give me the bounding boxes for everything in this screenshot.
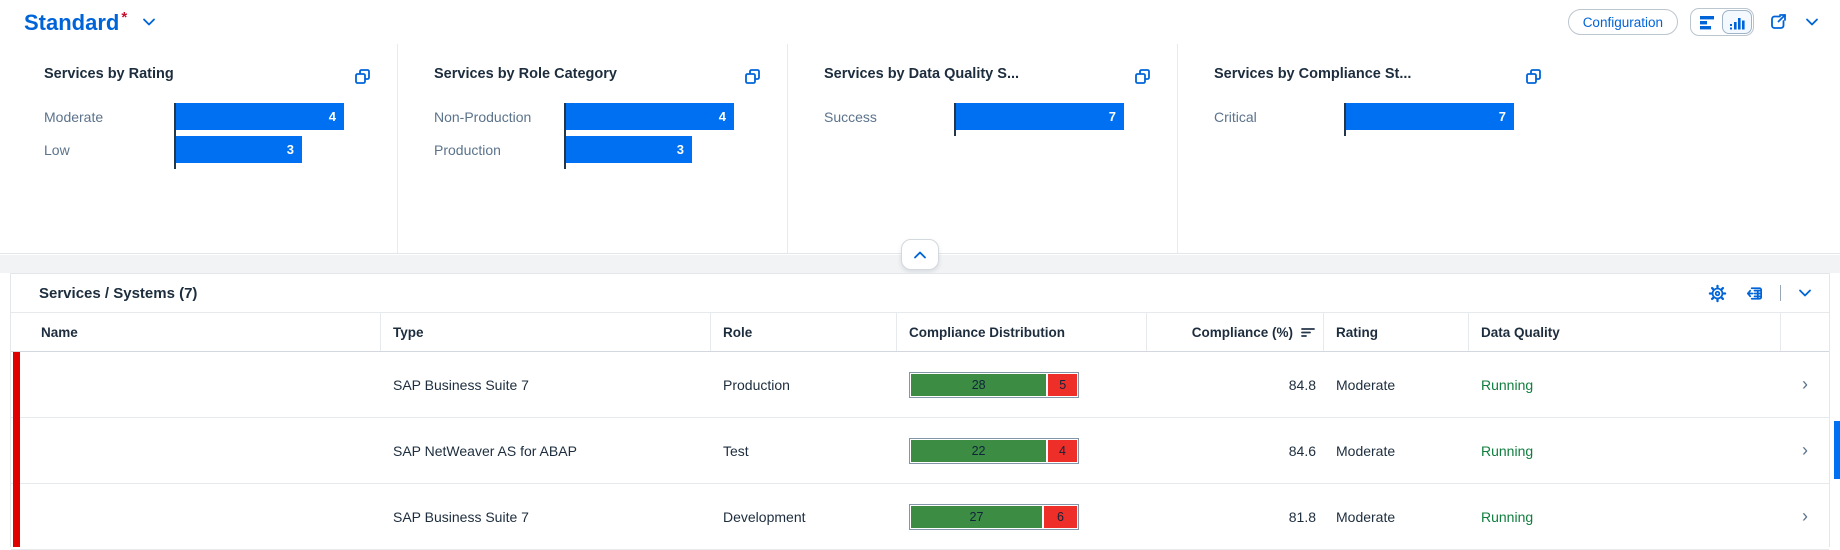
horizontal-bar-chart-icon[interactable] xyxy=(1692,10,1722,34)
chart-services-by-role-category: Services by Role Category Non-Production… xyxy=(398,44,788,253)
bar-axis: 4 3 xyxy=(174,103,344,169)
services-systems-table: Services / Systems (7) Name Type Role Co… xyxy=(10,273,1830,547)
chart-strip: Services by Rating Moderate Low 4 3 Serv… xyxy=(0,44,1840,254)
cell-rating: Moderate xyxy=(1324,443,1469,459)
bar-value: 4 xyxy=(719,109,726,124)
compliance-distribution-bar: 22 4 xyxy=(909,438,1079,464)
header-menu-chevron-icon[interactable] xyxy=(1802,12,1822,32)
open-in-new-window-icon[interactable] xyxy=(352,66,373,87)
sort-lines-icon xyxy=(1301,325,1315,339)
bar-value: 3 xyxy=(677,142,684,157)
variant-selector-chevron-icon[interactable] xyxy=(139,12,159,32)
cell-type: SAP Business Suite 7 xyxy=(381,509,711,525)
bar-label: Moderate xyxy=(44,103,174,130)
configuration-button[interactable]: Configuration xyxy=(1568,9,1678,35)
chart-services-by-compliance: Services by Compliance St... Critical 7 xyxy=(1178,44,1568,253)
table-toolbar: Services / Systems (7) xyxy=(11,274,1829,313)
cell-rating: Moderate xyxy=(1324,377,1469,393)
chart-title: Services by Rating xyxy=(44,66,174,82)
cell-type: SAP NetWeaver AS for ABAP xyxy=(381,443,711,459)
bar-label: Non-Production xyxy=(434,103,564,130)
vertical-scrollbar-thumb[interactable] xyxy=(1834,421,1840,479)
chart-title: Services by Data Quality S... xyxy=(824,66,1019,82)
chart-services-by-rating: Services by Rating Moderate Low 4 3 xyxy=(8,44,398,253)
column-header-name[interactable]: Name xyxy=(11,313,381,351)
cell-data-quality: Running xyxy=(1469,377,1781,393)
table-row[interactable]: SAP Business Suite 7 Production 28 5 84.… xyxy=(11,352,1829,418)
open-in-new-window-icon[interactable] xyxy=(742,66,763,87)
column-header-nav xyxy=(1781,313,1829,351)
column-header-compliance-pct[interactable]: Compliance (%) xyxy=(1147,313,1324,351)
column-header-role[interactable]: Role xyxy=(711,313,897,351)
chart-bar[interactable]: 4 xyxy=(566,103,734,130)
chart-bar[interactable]: 7 xyxy=(1346,103,1514,130)
cell-data-quality: Running xyxy=(1469,509,1781,525)
critical-row-indicator xyxy=(13,352,20,547)
gear-icon[interactable] xyxy=(1706,282,1729,305)
distribution-compliant-segment: 22 xyxy=(911,440,1046,462)
open-in-new-window-icon[interactable] xyxy=(1523,66,1544,87)
chart-title: Services by Compliance St... xyxy=(1214,66,1411,82)
page-title[interactable]: Standard* xyxy=(24,9,127,36)
distribution-noncompliant-segment: 4 xyxy=(1048,440,1077,462)
cell-compliance-pct: 84.6 xyxy=(1147,443,1324,459)
bar-axis: 7 xyxy=(954,103,1124,136)
column-header-rating[interactable]: Rating xyxy=(1324,313,1469,351)
bar-value: 7 xyxy=(1499,109,1506,124)
cell-data-quality: Running xyxy=(1469,443,1781,459)
table-title: Services / Systems (7) xyxy=(39,285,197,302)
row-nav-chevron-icon[interactable]: › xyxy=(1781,506,1829,527)
cell-role: Production xyxy=(711,377,897,393)
bar-label: Critical xyxy=(1214,103,1344,130)
distribution-compliant-segment: 27 xyxy=(911,506,1042,528)
bar-value: 7 xyxy=(1109,109,1116,124)
bar-axis: 4 3 xyxy=(564,103,734,169)
cell-rating: Moderate xyxy=(1324,509,1469,525)
distribution-compliant-segment: 28 xyxy=(911,374,1046,396)
chart-services-by-data-quality: Services by Data Quality S... Success 7 xyxy=(788,44,1178,253)
bar-label: Production xyxy=(434,136,564,163)
row-nav-chevron-icon[interactable]: › xyxy=(1781,374,1829,395)
collapse-table-chevron-icon[interactable] xyxy=(1795,283,1815,303)
bar-value: 3 xyxy=(287,142,294,157)
cell-role: Development xyxy=(711,509,897,525)
chart-type-toggle xyxy=(1690,8,1754,36)
chart-title: Services by Role Category xyxy=(434,66,617,82)
bar-label: Low xyxy=(44,136,174,163)
column-header-type[interactable]: Type xyxy=(381,313,711,351)
toolbar-divider xyxy=(1780,285,1781,301)
bar-label: Success xyxy=(824,103,954,130)
bar-value: 4 xyxy=(329,109,336,124)
top-bar: Standard* Configuration xyxy=(0,0,1840,44)
column-header-compliance-distribution[interactable]: Compliance Distribution xyxy=(897,313,1147,351)
cell-type: SAP Business Suite 7 xyxy=(381,377,711,393)
modified-marker: * xyxy=(121,9,127,26)
export-spreadsheet-icon[interactable] xyxy=(1743,282,1766,305)
chart-bar[interactable]: 7 xyxy=(956,103,1124,130)
compliance-distribution-bar: 27 6 xyxy=(909,504,1079,530)
table-row[interactable]: SAP NetWeaver AS for ABAP Test 22 4 84.6… xyxy=(11,418,1829,484)
vertical-bar-chart-icon[interactable] xyxy=(1722,10,1752,34)
cell-compliance-pct: 81.8 xyxy=(1147,509,1324,525)
bar-axis: 7 xyxy=(1344,103,1514,136)
row-nav-chevron-icon[interactable]: › xyxy=(1781,440,1829,461)
distribution-noncompliant-segment: 5 xyxy=(1048,374,1077,396)
compliance-distribution-bar: 28 5 xyxy=(909,372,1079,398)
column-header-data-quality[interactable]: Data Quality xyxy=(1469,313,1781,351)
cell-compliance-pct: 84.8 xyxy=(1147,377,1324,393)
table-header-row: Name Type Role Compliance Distribution C… xyxy=(11,313,1829,352)
open-in-new-window-icon[interactable] xyxy=(1132,66,1153,87)
distribution-noncompliant-segment: 6 xyxy=(1044,506,1077,528)
collapse-charts-button[interactable] xyxy=(901,239,939,270)
chart-bar[interactable]: 3 xyxy=(566,136,692,163)
share-icon[interactable] xyxy=(1766,10,1790,34)
cell-role: Test xyxy=(711,443,897,459)
chart-bar[interactable]: 4 xyxy=(176,103,344,130)
table-row[interactable]: SAP Business Suite 7 Development 27 6 81… xyxy=(11,484,1829,550)
chart-bar[interactable]: 3 xyxy=(176,136,302,163)
